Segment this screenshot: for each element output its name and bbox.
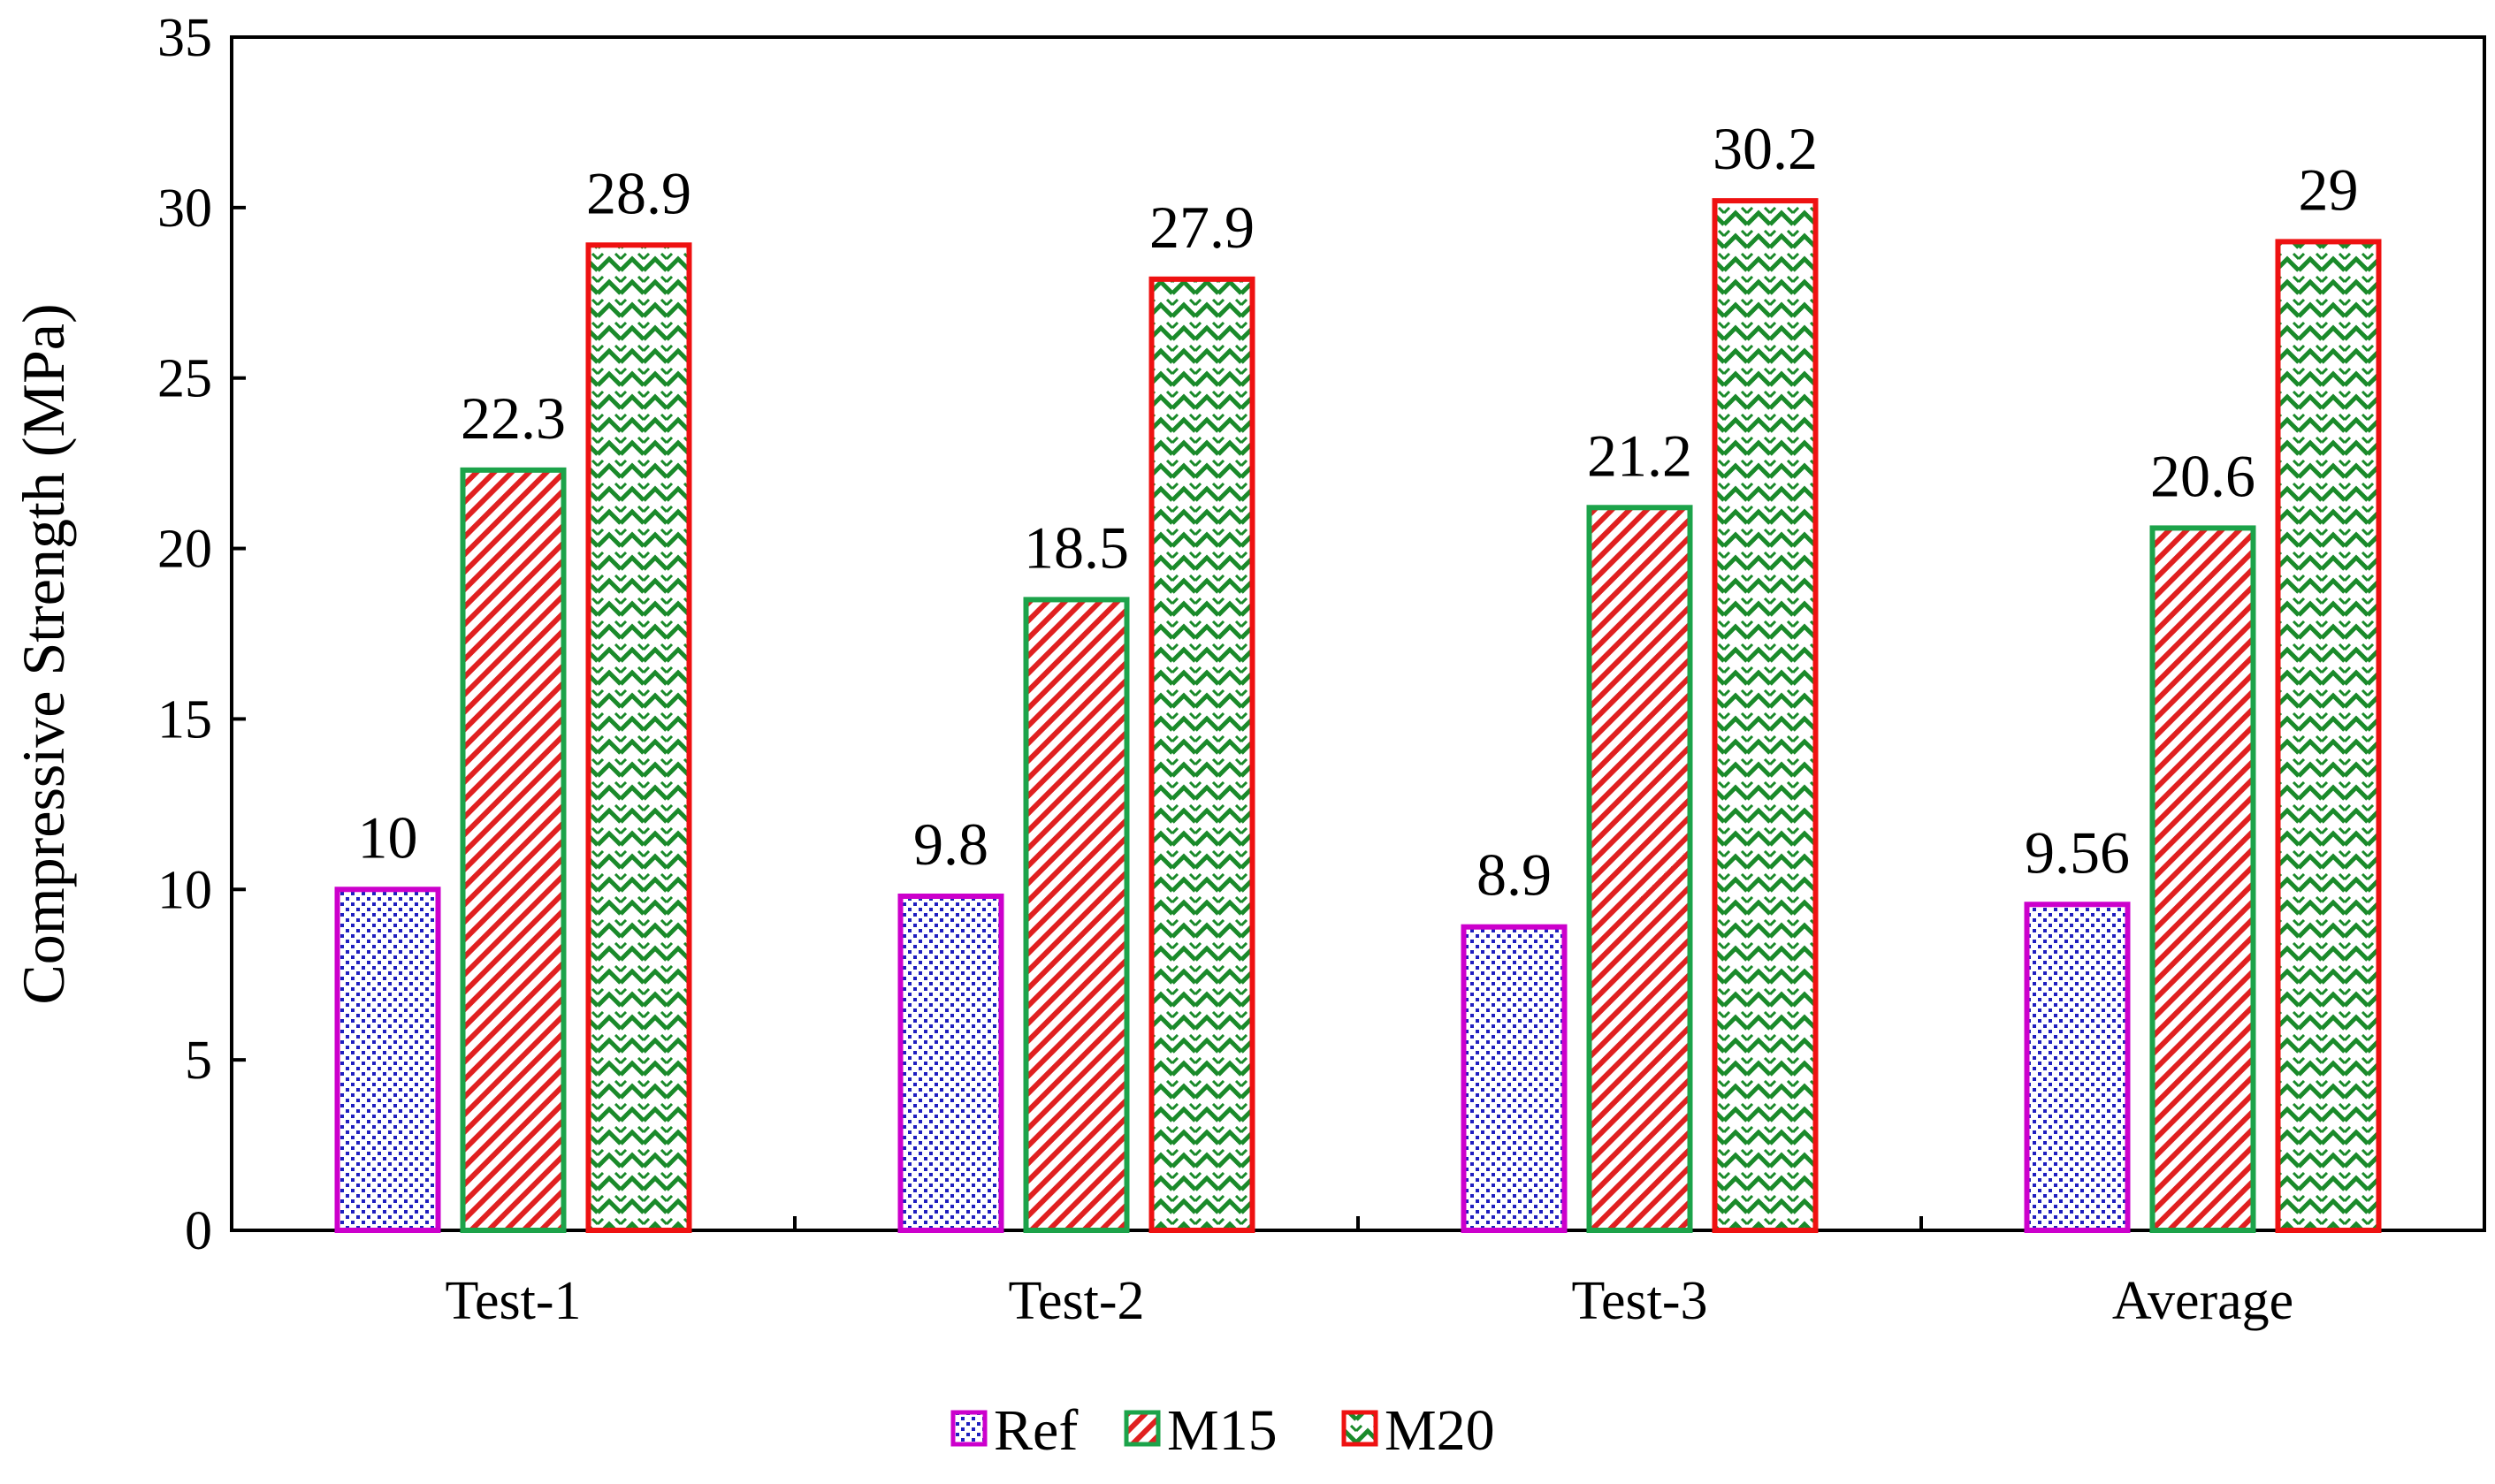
x-tick-label: Test-2 (1008, 1271, 1144, 1331)
bar-ref-test-3[interactable] (1461, 924, 1568, 1233)
bar-m15-test-3[interactable] (1586, 505, 1693, 1233)
axes: 0 5 10 15 20 25 30 35 Test-1 Test-2 Test-3 Average (157, 8, 2486, 1331)
bar-ref-test-2[interactable] (897, 894, 1004, 1233)
legend-swatch-m20 (1341, 1410, 1378, 1447)
legend-item-m15[interactable]: M15 (1124, 1398, 1278, 1463)
y-tick-label: 0 (185, 1201, 212, 1261)
y-tick-label: 10 (157, 860, 212, 920)
bar-m15-test-1[interactable] (460, 467, 567, 1233)
legend-label: Ref (994, 1398, 1078, 1463)
bar-m20-average[interactable] (2275, 239, 2382, 1233)
bar-m15-test-2[interactable] (1023, 597, 1130, 1233)
y-tick-label: 15 (157, 689, 212, 750)
data-label: 29 (2299, 156, 2359, 223)
data-label: 21.2 (1587, 422, 1692, 489)
data-label: 22.3 (461, 384, 566, 452)
bar-m20-test-2[interactable] (1148, 276, 1255, 1233)
y-tick-label: 20 (157, 520, 212, 580)
x-tick-label: Test-3 (1571, 1271, 1707, 1331)
data-labels: 10 22.3 28.9 9.8 18.5 27.9 8.9 21.2 30.2 9.56 20.6… (358, 115, 2359, 909)
bar-ref-test-1[interactable] (334, 887, 441, 1233)
bar-ref-average[interactable] (2024, 902, 2131, 1233)
x-tick-label: Test-1 (445, 1271, 581, 1331)
data-label: 20.6 (2150, 442, 2255, 509)
data-label: 18.5 (1024, 514, 1129, 581)
y-axis-title: Compressive Strength (MPa) (10, 303, 77, 1004)
data-label: 9.8 (913, 810, 988, 878)
data-label: 28.9 (586, 159, 691, 226)
data-label: 30.2 (1713, 115, 1818, 182)
plot-frame (230, 35, 2486, 1232)
y-tick-label: 5 (185, 1031, 212, 1091)
bar-m15-average[interactable] (2149, 525, 2256, 1233)
legend-item-ref[interactable]: Ref (950, 1398, 1078, 1463)
legend-label: M15 (1167, 1398, 1278, 1463)
legend-swatch-m15 (1124, 1410, 1161, 1447)
y-tick-label: 30 (157, 179, 212, 239)
bars (334, 198, 2382, 1234)
bar-m20-test-3[interactable] (1712, 198, 1819, 1234)
data-label: 8.9 (1476, 841, 1552, 909)
x-tick-label: Average (2112, 1271, 2293, 1331)
data-label: 9.56 (2025, 818, 2130, 886)
y-tick-label: 35 (157, 8, 212, 68)
legend-label: M20 (1385, 1398, 1495, 1463)
legend-item-m20[interactable]: M20 (1341, 1398, 1495, 1463)
legend-swatch-ref (950, 1410, 988, 1447)
data-label: 10 (358, 803, 418, 871)
data-label: 27.9 (1149, 194, 1255, 261)
legend[interactable]: Ref M15 M20 (950, 1398, 1495, 1463)
y-tick-label: 25 (157, 349, 212, 409)
bar-m20-test-1[interactable] (585, 242, 692, 1233)
